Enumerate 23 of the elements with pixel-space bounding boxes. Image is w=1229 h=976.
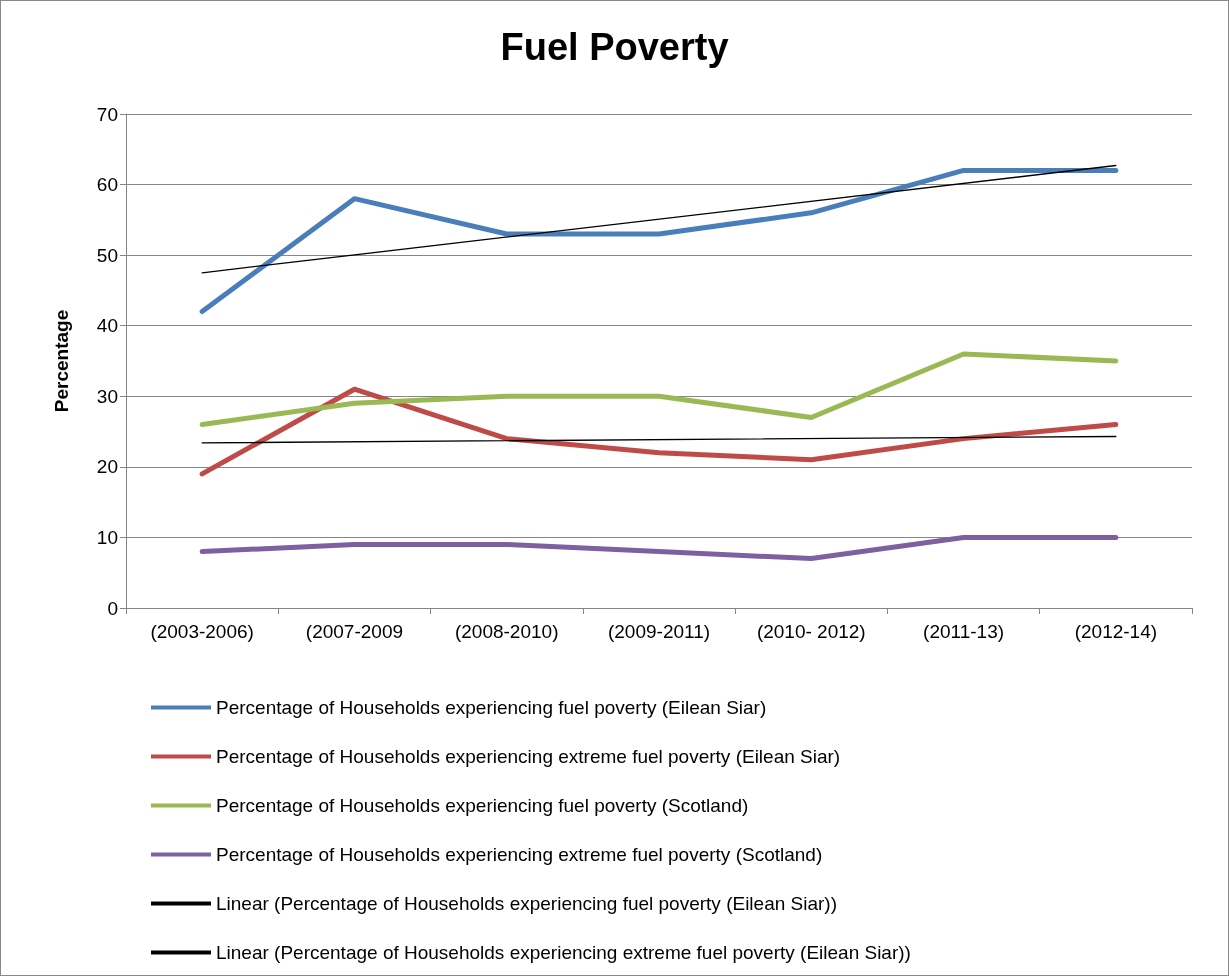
y-tick-label: 60 <box>96 174 118 196</box>
x-tick-label: (2011-13) <box>923 621 1005 642</box>
legend-label: Percentage of Households experiencing fuel poverty (Scotland) <box>216 795 749 816</box>
y-tick-label: 10 <box>96 526 118 548</box>
legend-label: Linear (Percentage of Households experiencing extreme fuel poverty (Eilean Siar)) <box>216 942 911 963</box>
legend-label: Percentage of Households experiencing extreme fuel poverty (Scotland) <box>216 844 823 865</box>
legend-label: Linear (Percentage of Households experiencing fuel poverty (Eilean Siar)) <box>216 893 838 914</box>
x-tick-label: (2007-2009 <box>305 621 404 642</box>
x-tick-label: (2008-2010) <box>454 621 559 642</box>
y-tick-label: 20 <box>96 456 118 478</box>
y-tick-label: 40 <box>96 315 118 337</box>
legend-label: Percentage of Households experiencing extreme fuel poverty (Eilean Siar) <box>216 746 841 767</box>
legend-label: Percentage of Households experiencing fuel poverty (Eilean Siar) <box>216 697 767 718</box>
y-tick-label: 30 <box>96 385 118 407</box>
x-tick-label: (2009-2011) <box>607 621 711 642</box>
chart-title: Fuel Poverty <box>500 26 729 68</box>
y-axis-title: Percentage <box>51 309 72 413</box>
x-tick-label: (2010- 2012) <box>756 621 866 642</box>
x-tick-label: (2003-2006) <box>150 621 254 642</box>
y-tick-label: 0 <box>107 597 118 619</box>
y-tick-label: 70 <box>96 103 118 125</box>
y-tick-label: 50 <box>96 244 118 266</box>
x-tick-label: (2012-14) <box>1074 621 1158 642</box>
